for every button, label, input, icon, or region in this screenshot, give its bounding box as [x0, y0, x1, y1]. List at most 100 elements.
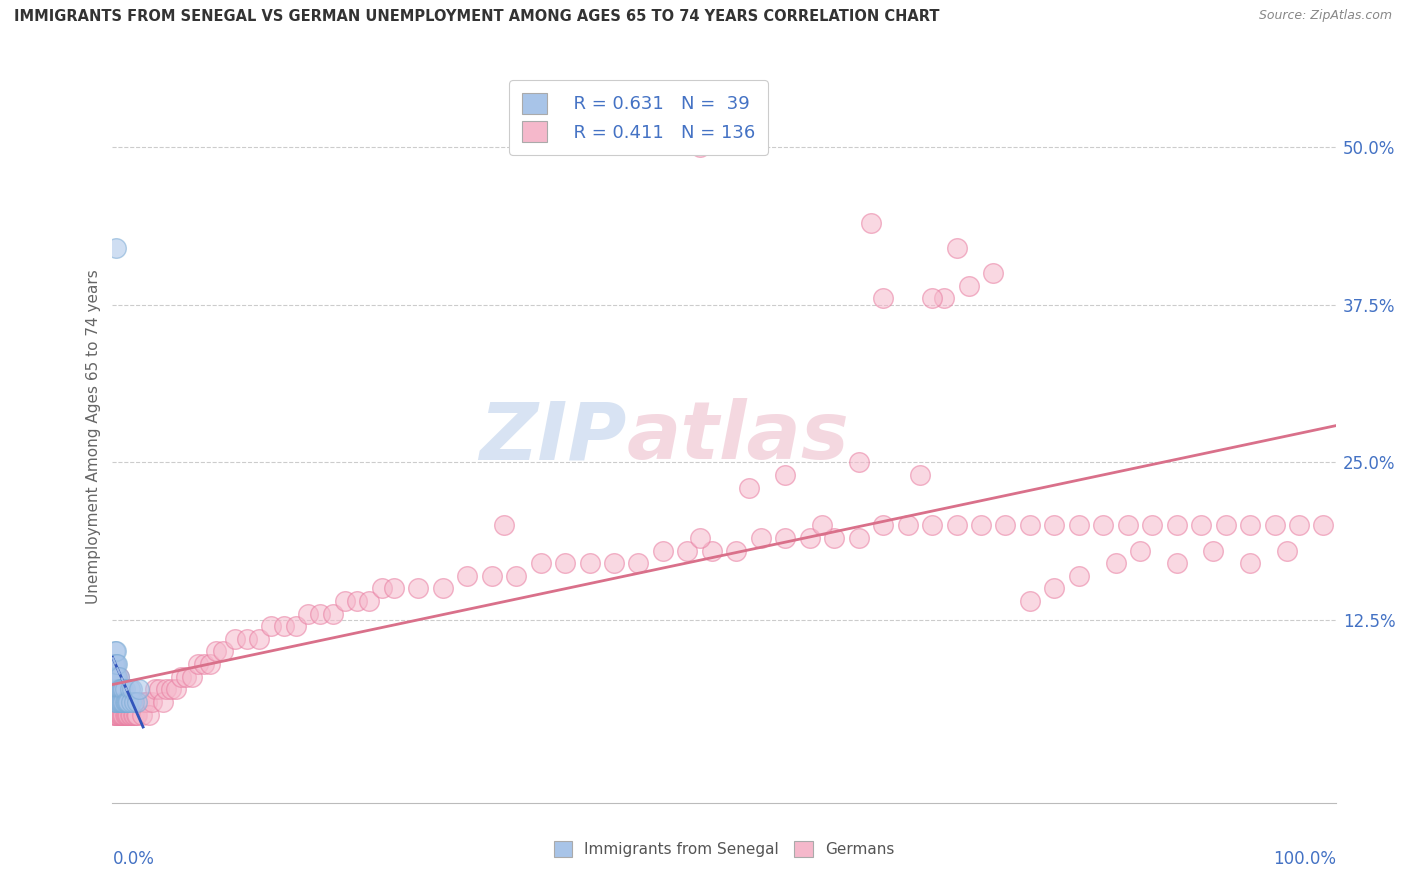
Point — [1142, 518, 1164, 533]
Point — [187, 657, 209, 671]
Point — [103, 707, 125, 722]
Point — [104, 644, 127, 658]
Point — [346, 594, 368, 608]
Point — [1189, 518, 1212, 533]
Point — [370, 582, 392, 596]
Point — [970, 518, 993, 533]
Point — [1018, 518, 1040, 533]
Point — [1312, 518, 1334, 533]
Point — [105, 695, 128, 709]
Point — [170, 670, 193, 684]
Point — [105, 682, 128, 697]
Point — [284, 619, 308, 633]
Point — [110, 682, 132, 697]
Point — [128, 695, 150, 709]
Point — [273, 619, 295, 633]
Point — [897, 518, 920, 533]
Point — [118, 707, 141, 722]
Point — [128, 682, 150, 697]
Point — [115, 707, 138, 722]
Point — [111, 682, 134, 697]
Point — [1166, 518, 1188, 533]
Point — [117, 695, 139, 709]
Text: ZIP: ZIP — [479, 398, 626, 476]
Point — [103, 682, 125, 697]
Point — [118, 682, 141, 697]
Point — [945, 518, 967, 533]
Point — [811, 518, 834, 533]
Point — [103, 682, 125, 697]
Point — [115, 695, 138, 709]
Point — [1215, 518, 1237, 533]
Point — [1116, 518, 1139, 533]
Point — [799, 531, 821, 545]
Point — [432, 582, 454, 596]
Point — [908, 467, 931, 482]
Point — [110, 695, 132, 709]
Point — [1264, 518, 1286, 533]
Point — [111, 695, 134, 709]
Point — [848, 531, 870, 545]
Point — [945, 241, 967, 255]
Point — [1043, 582, 1066, 596]
Legend: Immigrants from Senegal, Germans: Immigrants from Senegal, Germans — [546, 833, 903, 864]
Point — [1129, 543, 1152, 558]
Point — [408, 582, 430, 596]
Point — [105, 682, 128, 697]
Point — [115, 695, 138, 709]
Point — [105, 644, 128, 658]
Point — [957, 278, 980, 293]
Point — [111, 707, 134, 722]
Point — [103, 695, 125, 709]
Point — [333, 594, 356, 608]
Point — [114, 682, 136, 697]
Point — [859, 216, 882, 230]
Point — [200, 657, 222, 671]
Point — [138, 707, 160, 722]
Point — [114, 707, 136, 722]
Point — [110, 707, 132, 722]
Text: IMMIGRANTS FROM SENEGAL VS GERMAN UNEMPLOYMENT AMONG AGES 65 TO 74 YEARS CORRELA: IMMIGRANTS FROM SENEGAL VS GERMAN UNEMPL… — [14, 9, 939, 24]
Point — [1288, 518, 1310, 533]
Point — [105, 707, 128, 722]
Point — [110, 695, 132, 709]
Point — [1239, 556, 1261, 570]
Point — [105, 695, 128, 709]
Point — [181, 670, 204, 684]
Text: 0.0%: 0.0% — [112, 850, 155, 868]
Point — [108, 707, 131, 722]
Point — [247, 632, 270, 646]
Point — [104, 695, 127, 709]
Point — [689, 531, 711, 545]
Point — [578, 556, 600, 570]
Point — [112, 695, 135, 709]
Point — [1067, 569, 1090, 583]
Point — [382, 582, 405, 596]
Point — [112, 682, 135, 697]
Point — [104, 695, 127, 709]
Point — [627, 556, 650, 570]
Point — [725, 543, 748, 558]
Point — [121, 682, 143, 697]
Point — [107, 670, 129, 684]
Point — [105, 670, 128, 684]
Point — [105, 682, 128, 697]
Point — [152, 695, 174, 709]
Point — [1239, 518, 1261, 533]
Point — [1018, 594, 1040, 608]
Point — [112, 707, 135, 722]
Point — [104, 707, 127, 722]
Point — [111, 695, 134, 709]
Point — [104, 670, 127, 684]
Point — [143, 682, 166, 697]
Point — [105, 707, 128, 722]
Point — [823, 531, 845, 545]
Point — [652, 543, 675, 558]
Point — [122, 707, 145, 722]
Point — [103, 657, 125, 671]
Point — [872, 518, 894, 533]
Point — [105, 670, 128, 684]
Point — [700, 543, 723, 558]
Point — [1043, 518, 1066, 533]
Point — [125, 695, 148, 709]
